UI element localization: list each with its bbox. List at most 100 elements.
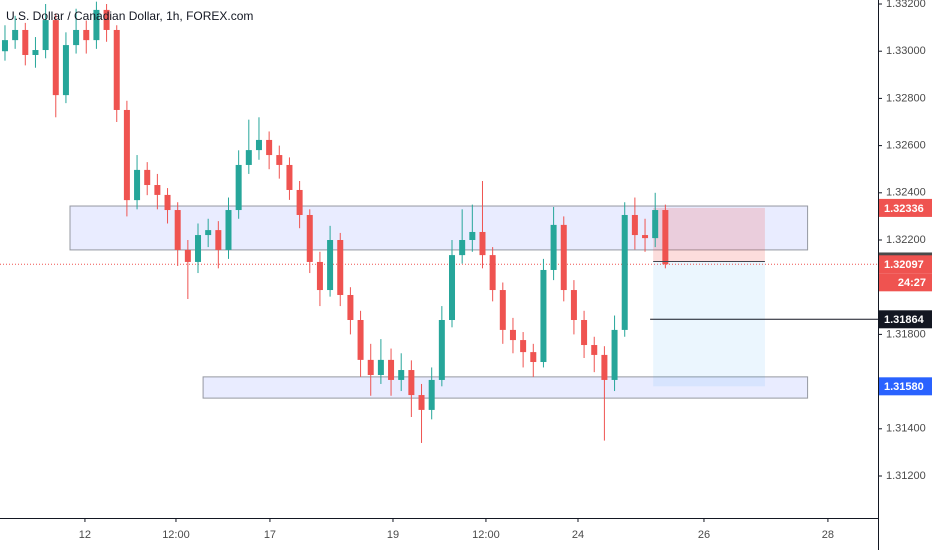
candle-body [164,194,171,211]
candle-body [22,29,29,55]
candle-body [418,395,425,410]
candle-body [123,109,130,201]
candle-body [581,320,588,346]
zone [69,205,809,251]
price-label-box [879,198,932,217]
candle-body [398,370,405,380]
x-tick-label: 12:00 [472,529,500,541]
candle-body [428,379,435,410]
x-tick-label: 28 [822,529,834,541]
candle-body [113,29,120,110]
countdown-box [879,273,932,292]
candle-body [621,214,628,330]
candle-body [316,261,323,291]
candle-body [408,370,415,396]
candle-body [357,320,364,360]
chart-title: U.S. Dollar / Canadian Dollar, 1h, FOREX… [6,9,253,23]
candle-body [509,329,516,341]
candle-body [174,210,181,250]
candle-body [134,169,141,201]
x-tick-label: 12:00 [162,529,190,541]
candle-body [12,29,19,41]
y-tick-label: 1.32400 [886,187,926,199]
candle-body [266,139,273,156]
candle-body [591,345,598,355]
price-label-box [879,377,932,396]
candle-body [154,185,161,195]
candle-body [662,210,669,265]
x-tick-label: 24 [572,529,584,541]
candle-body [184,249,191,262]
x-tick-label: 26 [698,529,710,541]
candle-body [459,240,466,256]
candle-body [642,235,649,239]
candle-body [32,50,39,55]
candle-body [215,230,222,250]
candle-body [93,9,100,41]
countdown: 24:27 [898,277,926,289]
x-tick-label: 12 [79,529,91,541]
candle-body [103,9,110,30]
x-tick-label: 17 [264,529,276,541]
candle-body [489,255,496,291]
candle-body [62,45,69,96]
y-tick-label: 1.31200 [886,470,926,482]
candle-body [499,290,506,330]
candle-body [337,240,344,295]
candle-body [479,231,486,256]
candle-body [652,210,659,239]
candle-body [42,20,49,51]
candle-body [1,40,8,52]
y-tick-label: 1.33200 [886,0,926,10]
candle-body [195,235,202,262]
candle-body [388,359,395,380]
candle-body [438,320,445,380]
candle-body [530,352,537,363]
candle-body [570,290,577,321]
y-tick-label: 1.31800 [886,328,926,340]
candle-body [327,240,334,291]
target-region [653,261,765,387]
plot-area [0,1,878,443]
candle-body [540,269,547,363]
candle-body [449,255,456,321]
price-label: 1.31864 [884,314,925,326]
candle-body [347,294,354,321]
price-label-box [879,255,932,274]
price-label: 1.32097 [884,259,924,271]
candle-body [306,214,313,262]
candle-body [550,224,557,270]
candle-body [255,139,262,151]
candle-body [73,29,80,46]
y-tick-label: 1.31400 [886,423,926,435]
candle-body [377,359,384,375]
candle-body [52,20,59,96]
y-tick-label: 1.32600 [886,140,926,152]
candle-body [611,329,618,380]
candle-body [601,354,608,380]
y-tick-label: 1.32800 [886,92,926,104]
price-label-box [879,310,932,329]
candle-body [469,231,476,241]
candle-body [144,169,151,186]
candle-body [276,155,283,165]
stop-region [653,207,765,262]
zone [202,376,809,399]
candle-body [245,150,252,165]
candle-body [83,29,90,41]
candle-body [631,214,638,236]
candle-body [205,230,212,236]
y-tick-label: 1.32200 [886,234,926,246]
candle-body [235,164,242,211]
candle-body [367,359,374,375]
y-tick-label: 1.33000 [886,45,926,57]
candle-body [225,210,232,250]
price-label: 1.31580 [884,381,924,393]
price-label: 1.32336 [884,203,924,215]
candle-body [296,189,303,215]
candle-body [286,164,293,190]
candle-body [520,340,527,353]
x-tick-label: 19 [387,529,399,541]
candle-body [560,224,567,291]
